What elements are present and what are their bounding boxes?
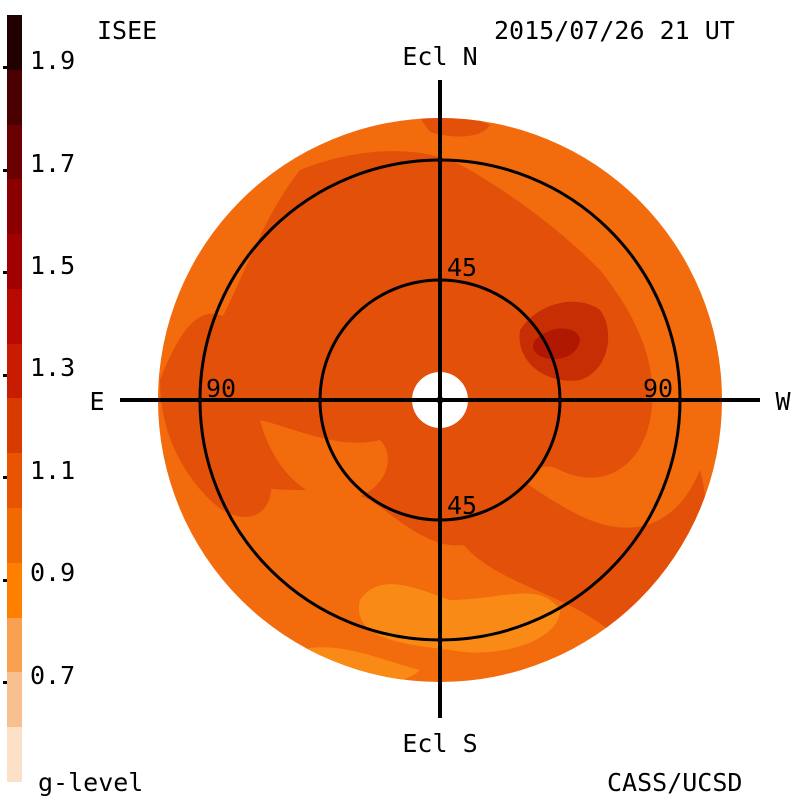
colorbar-segment: [7, 672, 22, 728]
colorbar-segment: [7, 124, 22, 180]
colorbar-label: 0.7: [30, 661, 76, 690]
colorbar-label: 1.1: [30, 456, 76, 485]
outer-ring-right-label: 90: [643, 374, 673, 403]
colorbar-segment: [7, 288, 22, 344]
colorbar-label: 1.5: [30, 251, 76, 280]
colorbar-label: 1.9: [30, 46, 76, 75]
inner-ring-top-label: 45: [447, 253, 477, 282]
colorbar-segment: [7, 343, 22, 399]
field-region: [533, 328, 580, 360]
colorbar-segment: [7, 617, 22, 673]
colorbar-segment: [7, 398, 22, 454]
observatory-label: ISEE: [97, 16, 158, 45]
colorbar-tick: [3, 374, 7, 377]
colorbar-segment: [7, 562, 22, 618]
field-region: [300, 647, 420, 682]
colorbar-tick: [3, 681, 7, 684]
colorbar-segment: [7, 234, 22, 289]
colorbar: [7, 15, 22, 782]
field-region: [440, 440, 706, 640]
colorbar-segment: [7, 508, 22, 563]
colorbar-segment: [7, 727, 22, 782]
colorbar-tick: [3, 476, 7, 479]
colorbar-segment: [7, 453, 22, 509]
field-region: [260, 420, 388, 500]
east-label: E: [89, 387, 104, 416]
colorbar-label: 0.9: [30, 558, 76, 587]
field-region: [358, 584, 560, 653]
colorbar-title: g-level: [38, 768, 144, 797]
west-label: W: [775, 387, 791, 416]
colorbar-tick: [3, 66, 7, 69]
colorbar-label: 1.7: [30, 149, 76, 178]
colorbar-segment: [7, 15, 22, 70]
credit-label: CASS/UCSD: [607, 768, 743, 797]
ecliptic-north-label: Ecl N: [402, 42, 477, 71]
colorbar-tick: [3, 579, 7, 582]
colorbar-segment: [7, 179, 22, 235]
outer-ring-left-label: 90: [206, 374, 236, 403]
colorbar-tick: [3, 169, 7, 172]
colorbar-tick: [3, 271, 7, 274]
colorbar-label: 1.3: [30, 353, 76, 382]
field-region: [160, 313, 272, 517]
inner-ring-bottom-label: 45: [447, 491, 477, 520]
ecliptic-south-label: Ecl S: [402, 729, 477, 758]
sun-center-dot: [436, 396, 444, 404]
timestamp: 2015/07/26 21 UT: [494, 16, 735, 45]
colorbar-segment: [7, 69, 22, 125]
